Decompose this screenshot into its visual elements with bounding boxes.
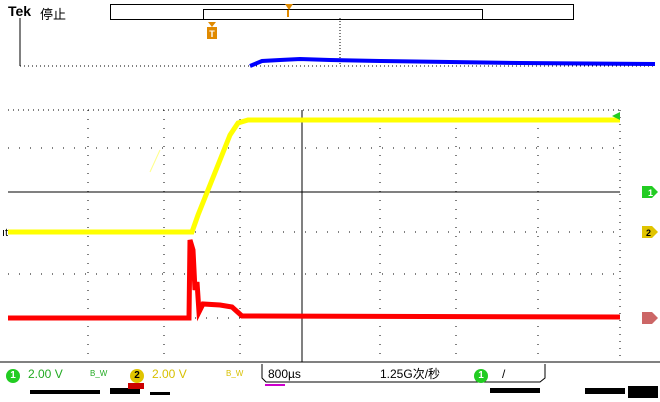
record-overview-bar[interactable]	[110, 4, 574, 20]
ch1-badge-icon: 1	[6, 369, 20, 383]
ch2-bandwidth-icon: B_W	[226, 369, 244, 378]
sample-rate-readout: 1.25G次/秒	[380, 367, 441, 381]
ch1-ref-marker-icon[interactable]: 1	[642, 186, 658, 198]
ch2-badge-icon: 2	[130, 369, 144, 383]
brand-label: Tek	[8, 3, 32, 19]
trigger-marker-label: T	[209, 29, 215, 39]
overview-view-window[interactable]	[203, 9, 483, 20]
ch2-ref-marker-icon[interactable]: 2	[642, 226, 658, 238]
overview-trigger-tick	[287, 10, 289, 17]
timebase-readout[interactable]: 800µs	[268, 367, 301, 381]
ch2-readout[interactable]: 2	[130, 366, 144, 383]
ch3-ref-marker-icon[interactable]	[642, 312, 658, 324]
ch3-trace	[8, 239, 621, 322]
footer-artifacts	[30, 383, 658, 398]
main-graticule	[8, 109, 621, 363]
ch2-trace	[8, 117, 620, 235]
svg-text:2: 2	[646, 228, 651, 238]
ch2-level-marker-icon[interactable]	[612, 112, 620, 120]
ch2-scale: 2.00 V	[152, 367, 187, 381]
ch1-scale: 2.00 V	[28, 367, 63, 381]
trigger-source-icon: 1	[474, 369, 488, 383]
trigger-readout[interactable]: 1	[474, 366, 488, 383]
horizontal-readout-frame	[261, 364, 546, 383]
ch1-trace-zoom	[249, 56, 656, 68]
svg-text:1: 1	[648, 188, 653, 198]
left-channel-label-fragment: ıt	[2, 227, 8, 239]
overview-trigger-marker-icon	[285, 4, 293, 10]
trigger-slope-icon: /	[502, 367, 506, 381]
trigger-marker-icon[interactable]: T	[207, 22, 217, 39]
ch2-trace-ghost	[149, 149, 161, 173]
ch1-readout[interactable]: 1	[6, 366, 20, 383]
ch1-bandwidth-icon: B_W	[90, 369, 108, 378]
acquisition-status: 停止	[40, 7, 67, 22]
overview-graticule	[19, 18, 656, 67]
